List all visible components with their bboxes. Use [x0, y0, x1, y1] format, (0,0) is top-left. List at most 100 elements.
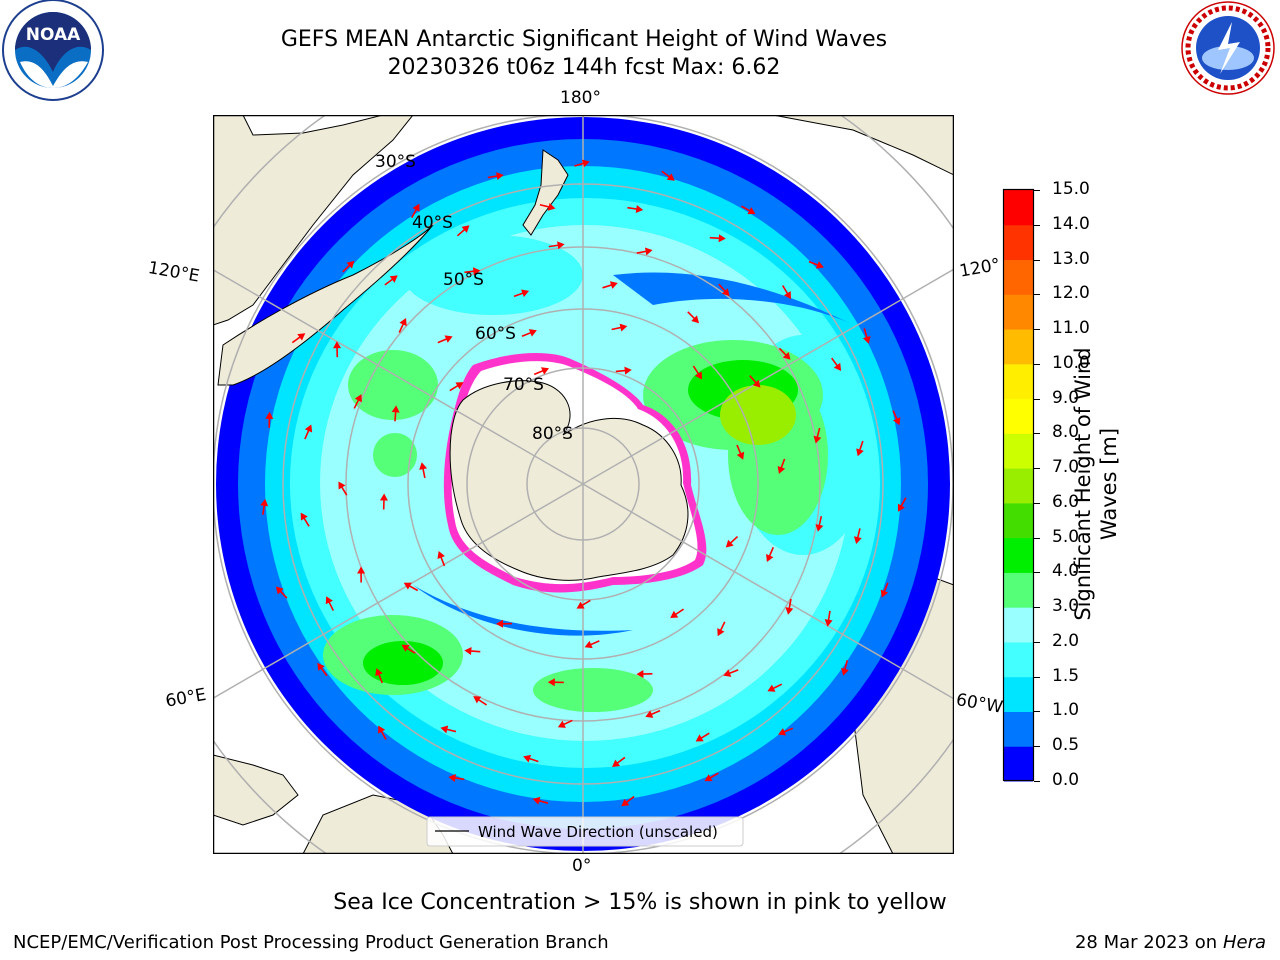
colorbar-tick-mark	[1034, 502, 1040, 504]
wind-wave-arrow	[853, 528, 862, 545]
colorbar-tick-label: 2.0	[1052, 630, 1080, 651]
wind-wave-arrow	[808, 260, 824, 269]
colorbar-segment	[1004, 433, 1033, 469]
lat-label-70s: 70°S	[503, 375, 544, 395]
wind-wave-arrow	[767, 683, 783, 692]
wind-wave-arrow	[602, 281, 618, 289]
wind-wave-arrow	[533, 367, 550, 376]
wind-wave-arrow	[398, 318, 407, 333]
wind-wave-arrow	[353, 394, 362, 409]
wind-wave-arrow	[403, 582, 419, 592]
wind-wave-arrow	[260, 498, 269, 515]
wind-wave-arrow	[304, 424, 313, 440]
colorbar-tick-mark	[1034, 746, 1040, 748]
colorbar-tick-mark	[1034, 641, 1040, 643]
colorbar-segment	[1004, 746, 1033, 782]
wind-wave-arrow	[378, 725, 387, 740]
wind-wave-arrow	[892, 410, 901, 426]
lat-label-60s: 60°S	[475, 324, 516, 344]
colorbar-segment	[1004, 468, 1033, 504]
wind-wave-arrows	[260, 159, 907, 807]
colorbar-tick-label: 1.0	[1052, 700, 1080, 721]
polar-map: Wind Wave Direction (unscaled)	[213, 115, 954, 854]
colorbar-tick-label: 15.0	[1052, 179, 1090, 199]
wind-wave-arrow	[275, 586, 288, 599]
wind-wave-arrow	[448, 774, 465, 782]
colorbar-tick-mark	[1034, 711, 1040, 713]
colorbar-tick-label: 1.5	[1052, 665, 1080, 686]
wind-wave-arrow	[815, 515, 824, 532]
legend-label: Wind Wave Direction (unscaled)	[478, 823, 718, 841]
colorbar-tick-label: 10.0	[1052, 352, 1090, 373]
wind-wave-arrow	[781, 285, 791, 300]
lon-label-60w: 60°W	[954, 690, 1005, 718]
wind-wave-arrow	[557, 719, 573, 728]
wind-wave-arrow	[778, 727, 794, 736]
colorbar-segment	[1004, 294, 1033, 330]
colorbar-tick-label: 6.0	[1052, 491, 1080, 512]
lon-label-0: 0°	[572, 856, 592, 876]
wind-wave-arrow	[411, 203, 420, 219]
wind-wave-arrow	[611, 323, 628, 332]
wind-wave-arrow	[379, 493, 388, 510]
colorbar-tick-label: 3.0	[1052, 596, 1080, 617]
colorbar-tick-mark	[1034, 363, 1040, 365]
colorbar-tick-mark	[1034, 190, 1040, 191]
wind-wave-arrow	[636, 247, 653, 256]
colorbar-segment	[1004, 641, 1033, 678]
sea-ice-note: Sea Ice Concentration > 15% is shown in …	[333, 890, 947, 915]
wind-wave-arrow	[440, 725, 457, 734]
colorbar-segment	[1004, 711, 1033, 747]
colorbar	[1002, 188, 1035, 782]
wind-wave-arrow	[841, 660, 849, 676]
machine-name: Hera	[1222, 932, 1266, 953]
wind-wave-arrow	[437, 335, 453, 344]
colorbar-tick-label: 13.0	[1052, 248, 1090, 269]
map-title-line2: 20230326 t06z 144h fcst Max: 6.62	[387, 55, 781, 80]
wind-wave-arrow	[880, 582, 889, 598]
wind-wave-arrow	[717, 621, 726, 637]
colorbar-segment	[1004, 572, 1033, 608]
wind-wave-arrow	[391, 405, 400, 422]
wind-wave-arrow	[831, 357, 842, 371]
wind-wave-arrow	[615, 366, 632, 375]
colorbar-tick-label: 8.0	[1052, 422, 1080, 443]
wind-wave-arrow	[333, 341, 342, 358]
colorbar-tick-mark	[1034, 676, 1040, 678]
wind-wave-arrow	[813, 427, 822, 444]
wind-wave-arrow	[704, 772, 719, 782]
colorbar-tick-mark	[1034, 398, 1040, 400]
wind-wave-arrow	[645, 709, 661, 718]
colorbar-tick-label: 0.5	[1052, 735, 1080, 756]
wind-wave-arrow	[384, 275, 398, 286]
wind-wave-arrow	[785, 598, 794, 615]
colorbar-tick-mark	[1034, 781, 1040, 782]
colorbar-segment	[1004, 607, 1033, 643]
colorbar-tick-label: 11.0	[1052, 318, 1090, 339]
wind-wave-arrow	[375, 668, 383, 684]
wind-wave-arrow	[723, 669, 739, 677]
wind-wave-arrow	[325, 596, 335, 611]
noaa-logo-text: NOAA	[26, 25, 81, 45]
wind-wave-arrow	[741, 205, 756, 215]
colorbar-tick-label: 0.0	[1052, 770, 1080, 790]
colorbar-label-line2: Waves [m]	[1097, 427, 1121, 541]
wind-wave-arrow	[532, 796, 549, 805]
wind-wave-arrow	[897, 497, 907, 512]
colorbar-tick-mark	[1034, 433, 1040, 435]
wind-wave-arrow	[670, 608, 684, 618]
wind-wave-arrow	[456, 225, 470, 237]
wind-wave-arrow	[725, 535, 739, 548]
colorbar-segment	[1004, 363, 1033, 400]
wind-wave-arrow	[265, 411, 274, 428]
wind-wave-arrow	[449, 382, 464, 392]
lon-label-120w: 120°	[958, 254, 1002, 282]
wind-wave-arrow	[473, 696, 487, 706]
colorbar-segment	[1004, 329, 1033, 365]
wind-wave-arrow	[574, 159, 590, 168]
lon-label-120e: 120°E	[146, 258, 201, 287]
wind-wave-arrow	[749, 375, 761, 388]
colorbar-tick-label: 7.0	[1052, 457, 1080, 478]
colorbar-tick-mark	[1034, 259, 1040, 261]
date-text: 28 Mar 2023 on	[1074, 932, 1218, 953]
